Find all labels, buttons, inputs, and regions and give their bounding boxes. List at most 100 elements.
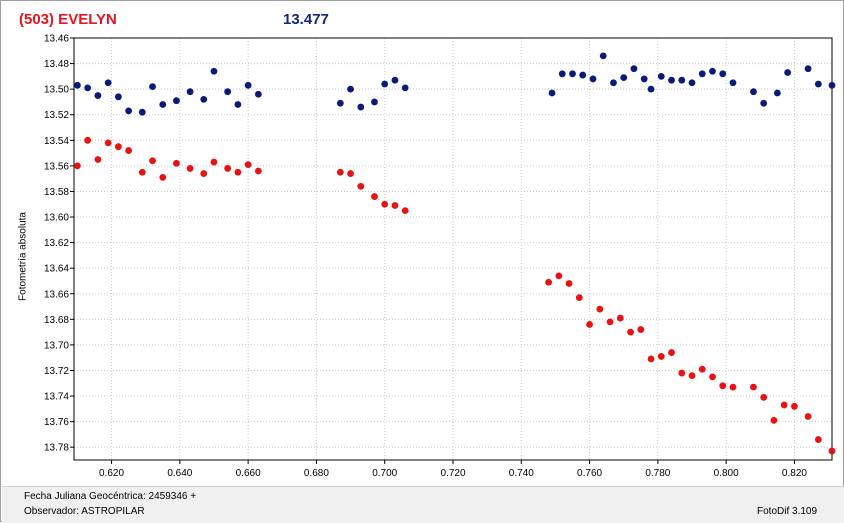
x-tick-label: 0.700: [372, 468, 397, 479]
x-tick-label: 0.620: [99, 468, 124, 479]
y-tick-label: 13.52: [44, 110, 69, 121]
comparison-point: [558, 70, 566, 78]
target-point: [668, 349, 675, 356]
comparison-point: [186, 88, 194, 96]
comparison-point: [814, 80, 822, 88]
comparison-point: [159, 101, 167, 108]
target-point: [657, 353, 665, 360]
target-point: [814, 436, 822, 443]
comparison-point: [381, 80, 389, 88]
target-point: [210, 158, 218, 166]
x-tick-label: 0.780: [645, 468, 670, 479]
julian-date-label: Fecha Juliana Geocéntrica: 2459346 +: [24, 491, 197, 502]
comparison-point: [698, 70, 706, 78]
comparison-point: [804, 65, 812, 73]
object-name-title: (503) EVELYN: [19, 11, 117, 28]
data-points: [74, 52, 836, 455]
target-point: [791, 402, 798, 410]
comparison-point: [200, 95, 208, 103]
y-tick-label: 13.76: [44, 417, 69, 428]
comparison-point: [114, 93, 122, 101]
target-point: [606, 318, 614, 326]
target-point: [750, 383, 757, 391]
target-point: [234, 168, 242, 176]
y-tick-label: 13.54: [44, 136, 69, 147]
x-tick-label: 0.800: [714, 468, 739, 479]
target-point: [760, 393, 768, 401]
target-point: [565, 280, 573, 287]
comparison-point: [599, 52, 607, 60]
target-point: [688, 372, 696, 379]
target-point: [729, 383, 737, 391]
target-point: [347, 170, 354, 177]
comparison-point: [760, 99, 768, 107]
y-tick-label: 13.46: [44, 34, 69, 45]
y-tick-label: 13.70: [44, 340, 69, 351]
target-point: [186, 165, 194, 172]
status-footer: Fecha Juliana Geocéntrica: 2459346 + Obs…: [2, 486, 844, 523]
comparison-point: [357, 103, 365, 111]
comparison-point: [647, 85, 655, 93]
comparison-point: [640, 75, 648, 83]
target-point: [616, 314, 624, 322]
target-point: [114, 143, 122, 151]
comparison-point: [391, 76, 399, 84]
y-tick-label: 13.48: [44, 59, 69, 70]
comparison-point: [828, 81, 836, 89]
target-point: [94, 156, 102, 163]
target-point: [647, 355, 655, 363]
y-tick-label: 13.58: [44, 187, 69, 198]
target-point: [709, 373, 716, 381]
target-point: [159, 173, 167, 181]
comparison-point: [620, 74, 628, 82]
target-point: [586, 321, 593, 328]
comparison-point: [125, 107, 133, 115]
comparison-point: [138, 108, 146, 116]
comparison-point: [678, 76, 686, 84]
comparison-point: [74, 81, 81, 89]
comparison-point: [610, 79, 617, 87]
target-point: [678, 369, 686, 377]
magnitude-value: 13.477: [283, 11, 329, 28]
target-point: [254, 167, 262, 175]
comparison-point: [729, 79, 737, 87]
target-point: [200, 170, 208, 177]
comparison-point: [254, 90, 262, 98]
target-point: [545, 278, 553, 286]
x-tick-label: 0.660: [236, 468, 261, 479]
x-tick-label: 0.720: [440, 468, 465, 479]
x-tick-label: 0.740: [509, 468, 534, 479]
target-point: [804, 413, 812, 420]
y-tick-labels: 13.46 13.48 13.50 13.52 13.54 13.56 13.58 13.60…: [44, 34, 69, 454]
target-point: [173, 159, 180, 167]
comparison-point: [210, 67, 218, 75]
comparison-point: [149, 83, 156, 90]
target-point: [74, 162, 81, 170]
comparison-point: [336, 99, 344, 107]
comparison-point: [244, 81, 252, 89]
scatter-plot: 0.620 0.640 0.660 0.680 0.700 0.720 0.740 0.760…: [44, 34, 836, 479]
observer-label: Observador: ASTROPILAR: [24, 506, 145, 517]
target-point: [401, 207, 409, 215]
comparison-point: [401, 84, 409, 92]
target-point: [627, 328, 634, 336]
comparison-point: [668, 76, 675, 84]
target-point: [381, 200, 389, 208]
comparison-point: [719, 70, 727, 78]
comparison-point: [773, 89, 781, 97]
target-point: [336, 168, 344, 176]
comparison-point: [94, 92, 102, 99]
x-tick-label: 0.820: [782, 468, 807, 479]
comparison-point: [657, 72, 665, 80]
y-tick-label: 13.50: [44, 85, 69, 96]
comparison-point: [630, 65, 638, 73]
comparison-point: [371, 98, 378, 106]
x-tick-label: 0.640: [167, 468, 192, 479]
target-point: [84, 136, 92, 144]
comparison-point: [234, 101, 242, 108]
target-point: [224, 165, 232, 172]
comparison-point: [589, 75, 597, 83]
target-point: [770, 416, 778, 424]
target-point: [555, 272, 563, 280]
